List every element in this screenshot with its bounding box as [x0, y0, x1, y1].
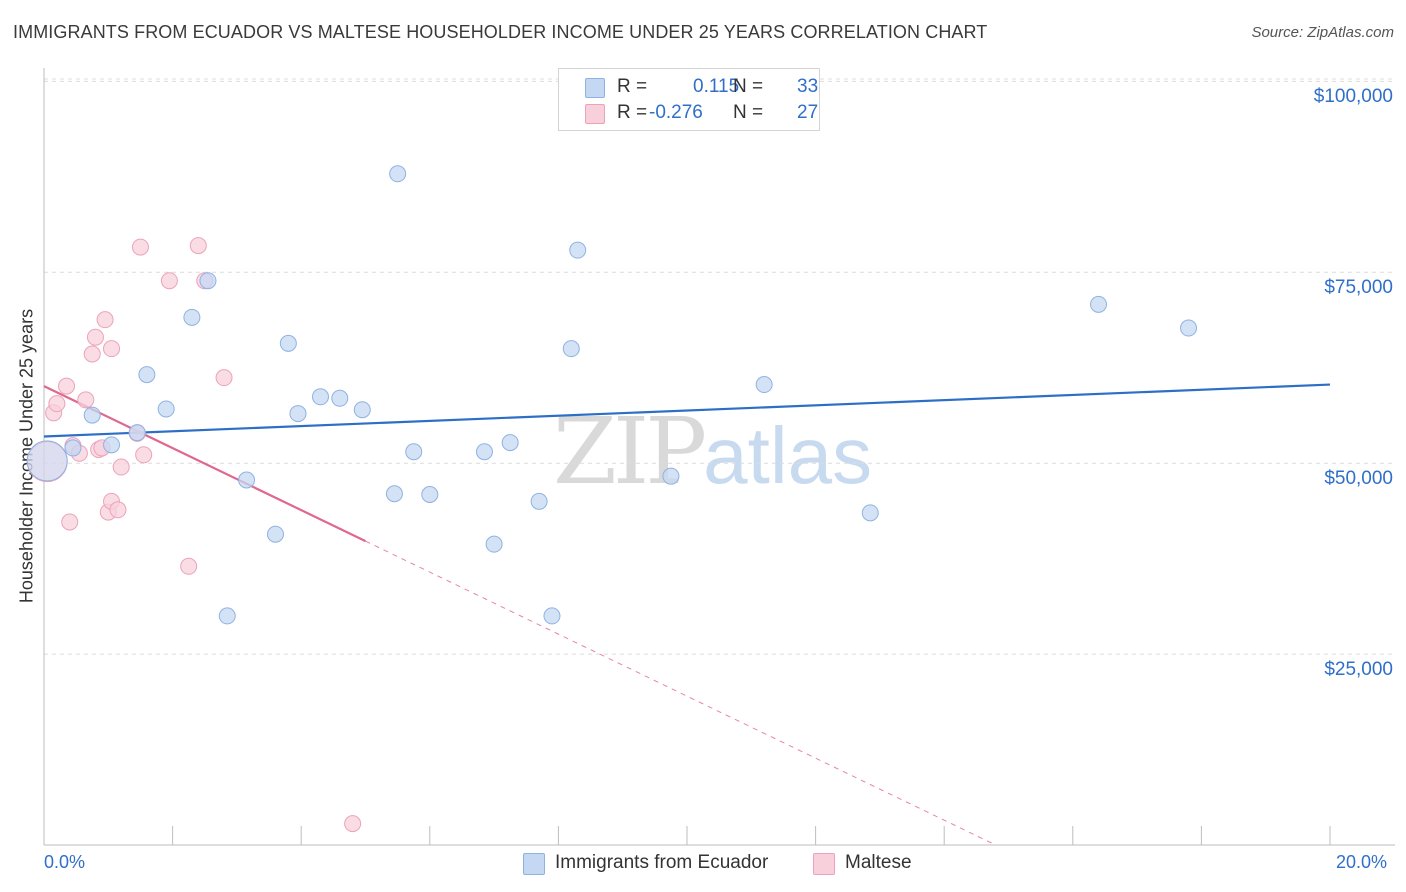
point-maltese: [131, 238, 149, 256]
point-ecuador: [218, 607, 236, 625]
point-maltese: [135, 446, 153, 464]
point-maltese: [112, 458, 130, 476]
legend-swatch-pink: [585, 104, 605, 124]
point-ecuador: [1180, 319, 1198, 337]
y-tick-label-50000: $50,000: [1324, 468, 1393, 489]
chart-title: IMMIGRANTS FROM ECUADOR VS MALTESE HOUSE…: [13, 22, 988, 42]
legend-n-label: N =: [733, 102, 764, 123]
point-ecuador: [266, 525, 284, 543]
y-tick-label-25000: $25,000: [1324, 659, 1393, 680]
legend-n-value: 27: [797, 102, 819, 123]
point-ecuador: [543, 607, 561, 625]
trend-lines: [43, 383, 1331, 846]
point-maltese: [189, 237, 207, 255]
legend-r-label: R =: [617, 102, 648, 123]
point-ecuador: [353, 401, 371, 419]
point-ecuador: [569, 241, 587, 259]
point-maltese: [215, 369, 233, 387]
point-maltese: [83, 345, 101, 363]
grid-lines: [44, 78, 1395, 655]
point-ecuador: [501, 434, 519, 452]
point-ecuador: [421, 486, 439, 504]
point-ecuador: [83, 406, 101, 424]
point-ecuador: [199, 272, 217, 290]
correlation-legend: R = 0.115 N = 33 R = -0.276 N = 27: [558, 68, 820, 131]
point-maltese: [344, 815, 362, 833]
point-maltese: [77, 391, 95, 409]
point-ecuador: [64, 439, 82, 457]
axes: [43, 68, 1395, 846]
point-ecuador: [485, 535, 503, 553]
point-ecuador: [157, 400, 175, 418]
point-ecuador: [311, 388, 329, 406]
point-maltese: [160, 272, 178, 290]
point-maltese: [103, 340, 121, 358]
legend-r-label: R =: [617, 76, 648, 97]
point-ecuador: [389, 165, 407, 183]
point-maltese: [61, 513, 79, 531]
point-ecuador: [755, 376, 773, 394]
point-maltese: [96, 311, 114, 329]
point-ecuador: [530, 492, 548, 510]
legend-swatch-pink: [813, 853, 835, 875]
point-ecuador: [405, 443, 423, 461]
point-ecuador: [331, 389, 349, 407]
point-ecuador: [1090, 295, 1108, 313]
point-ecuador: [562, 340, 580, 358]
point-maltese: [48, 395, 66, 413]
legend-swatch-blue: [523, 853, 545, 875]
data-points: [26, 165, 1198, 833]
point-ecuador: [861, 504, 879, 522]
point-ecuador: [385, 485, 403, 503]
series-legend: Immigrants from Ecuador Maltese: [0, 852, 1406, 876]
x-tick-label-max: 20.0%: [1336, 852, 1388, 872]
point-maltese: [180, 557, 198, 575]
point-ecuador: [279, 334, 297, 352]
y-tick-label-75000: $75,000: [1324, 277, 1393, 298]
legend-r-value: 0.115: [693, 76, 740, 97]
point-maltese: [58, 377, 76, 395]
point-maltese: [86, 328, 104, 346]
point-ecuador: [103, 436, 121, 454]
legend-swatch-blue: [585, 78, 605, 98]
point-maltese: [109, 501, 127, 519]
point-ecuador: [289, 405, 307, 423]
point-ecuador: [238, 471, 256, 489]
point-ecuador: [138, 366, 156, 384]
source-label[interactable]: Source: ZipAtlas.com: [1251, 24, 1394, 41]
point-ecuador: [475, 443, 493, 461]
watermark: ZIPatlas: [553, 398, 872, 505]
point-ecuador: [662, 467, 680, 485]
x-tick-label-min: 0.0%: [44, 852, 86, 872]
legend-r-value: -0.276: [649, 102, 703, 123]
point-ecuador: [128, 424, 146, 442]
point-ecuador: [183, 308, 201, 326]
watermark-atlas: atlas: [703, 411, 873, 500]
y-tick-label-100000: $100,000: [1313, 86, 1393, 107]
trend-line-maltese-extension: [365, 540, 996, 846]
point-ecuador: [26, 440, 68, 482]
legend-n-value: 33: [797, 76, 819, 97]
trend-line-ecuador: [43, 383, 1331, 438]
legend-n-label: N =: [733, 76, 764, 97]
legend-item-label: Maltese: [845, 852, 912, 873]
legend-item-label: Immigrants from Ecuador: [555, 852, 769, 873]
